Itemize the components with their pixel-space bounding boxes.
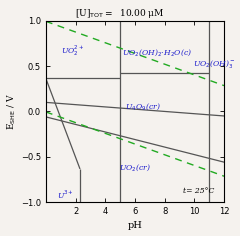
Text: t= 25°C: t= 25°C xyxy=(182,187,214,195)
Y-axis label: E$_\mathrm{SHE}$ / V: E$_\mathrm{SHE}$ / V xyxy=(6,93,18,130)
Text: U$_4$O$_9$(cr): U$_4$O$_9$(cr) xyxy=(125,101,160,112)
Text: U$^{3+}$: U$^{3+}$ xyxy=(57,189,74,201)
Text: UO$_2$(cr): UO$_2$(cr) xyxy=(119,162,151,173)
Text: UO$_2$(OH)$_2$$\cdot$H$_2$O(c): UO$_2$(OH)$_2$$\cdot$H$_2$O(c) xyxy=(122,47,192,58)
X-axis label: pH: pH xyxy=(127,221,142,230)
Text: [U]$_\mathrm{TOT}$$=$  10.00 μM: [U]$_\mathrm{TOT}$$=$ 10.00 μM xyxy=(75,7,165,20)
Text: UO$_2$(OH)$_3^-$: UO$_2$(OH)$_3^-$ xyxy=(192,58,235,71)
Text: UO$_2^{2+}$: UO$_2^{2+}$ xyxy=(61,43,84,58)
